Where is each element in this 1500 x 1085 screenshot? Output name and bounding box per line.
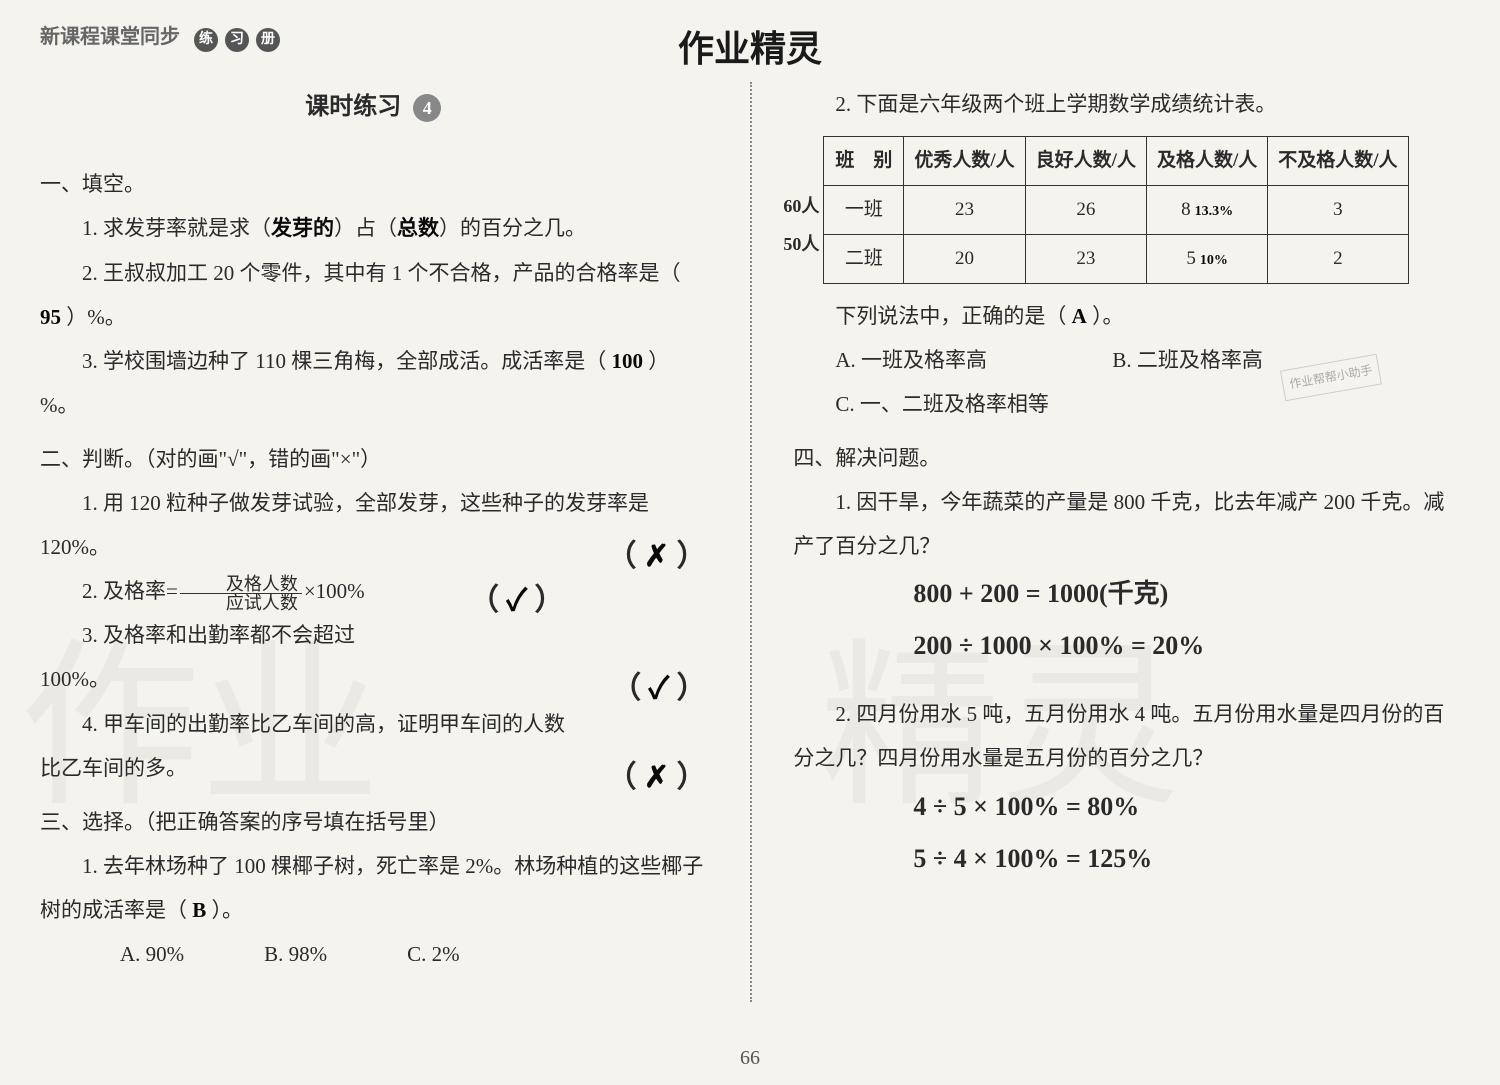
stats-table: 班 别 优秀人数/人 良好人数/人 及格人数/人 不及格人数/人 一班 23 2… <box>823 136 1408 284</box>
s1-q1-pre: 1. 求发芽率就是求（ <box>82 216 271 240</box>
column-divider <box>750 82 752 1002</box>
s4-q2: 2. 四月份用水 5 吨，五月份用水 4 吨。五月份用水量是四月份的百分之几？四… <box>793 692 1460 780</box>
s2-q2-pre: 2. 及格率= <box>82 579 178 603</box>
s1-q3-pre: 3. 学校围墙边种了 110 棵三角梅，全部成活。成活率是（ <box>82 349 606 373</box>
section-1-head: 一、填空。 <box>40 162 707 206</box>
s1-q1: 1. 求发芽率就是求（发芽的）占（总数）的百分之几。 <box>40 206 707 250</box>
th-1: 优秀人数/人 <box>904 137 1025 186</box>
r2-c2: 5 10% <box>1146 234 1267 283</box>
s2-q1-mark-val: ✗ <box>644 540 669 573</box>
s4-q2-work2: 5 ÷ 4 × 100% = 125% <box>913 833 1460 885</box>
title-circle-2: 习 <box>225 28 249 52</box>
s3-q1-opt-a: A. 90% <box>120 932 184 976</box>
s2-q2-mark: （ ✓ ） <box>427 569 565 632</box>
s4-q2-work1: 4 ÷ 5 × 100% = 80% <box>913 781 1460 833</box>
s2-q1-mark: （ ✗ ） <box>564 525 706 588</box>
s2-q3: 3. 及格率和出勤率都不会超过 100%。 （ ✓ ） <box>40 613 707 701</box>
s2-q4-mark: （ ✗ ） <box>564 746 706 809</box>
s2-q1-text: 1. 用 120 粒种子做发芽试验，全部发芽，这些种子的发芽率是 120%。 <box>40 491 649 559</box>
fraction: 及格人数应试人数 <box>180 575 302 612</box>
r1-c2-note: 13.3% <box>1195 204 1234 219</box>
content-area: 课时练习 4 一、填空。 1. 求发芽率就是求（发芽的）占（总数）的百分之几。 … <box>40 82 1460 976</box>
r2-c3: 2 <box>1268 234 1408 283</box>
s3-q1-opt-b: B. 98% <box>264 932 327 976</box>
s1-q1-ans1: 发芽的 <box>271 216 334 240</box>
s3-q2-pre: 下列说法中，正确的是（ <box>835 304 1066 328</box>
lesson-title: 课时练习 4 <box>40 82 707 132</box>
table-wrapper: 60人 50人 班 别 优秀人数/人 良好人数/人 及格人数/人 不及格人数/人… <box>793 136 1460 284</box>
s3-q2-intro: 2. 下面是六年级两个班上学期数学成绩统计表。 <box>793 82 1460 126</box>
title-circle-3: 册 <box>256 28 280 52</box>
s1-q2: 2. 王叔叔加工 20 个零件，其中有 1 个不合格，产品的合格率是（ 95 ）… <box>40 251 707 339</box>
page-header: 新课程课堂同步 练 习 册 作业精灵 <box>40 20 1460 52</box>
r2-c2-note: 10% <box>1200 253 1228 268</box>
frac-den: 应试人数 <box>180 594 302 612</box>
r1-c2: 8 13.3% <box>1146 185 1267 234</box>
s3-q2-options-c: C. 一、二班及格率相等 <box>835 382 1460 426</box>
r1-c3: 3 <box>1268 185 1408 234</box>
r1-label: 一班 <box>824 185 904 234</box>
s2-q1: 1. 用 120 粒种子做发芽试验，全部发芽，这些种子的发芽率是 120%。 （… <box>40 481 707 569</box>
r2-label: 二班 <box>824 234 904 283</box>
th-0: 班 别 <box>824 137 904 186</box>
s2-q4-mark-val: ✗ <box>644 761 669 794</box>
r1-c1: 26 <box>1025 185 1146 234</box>
table-header-row: 班 别 优秀人数/人 良好人数/人 及格人数/人 不及格人数/人 <box>824 137 1408 186</box>
s3-q1-options: A. 90% B. 98% C. 2% <box>120 932 707 976</box>
s3-q1-pre: 1. 去年林场种了 100 棵椰子树，死亡率是 2%。林场种植的这些椰子树的成活… <box>40 854 703 922</box>
page-number: 66 <box>740 1047 760 1070</box>
right-column: 2. 下面是六年级两个班上学期数学成绩统计表。 60人 50人 班 别 优秀人数… <box>793 82 1460 976</box>
r1-c0: 23 <box>904 185 1025 234</box>
s1-q3-ans: 100 <box>611 349 643 373</box>
s3-q2-opt-a: A. 一班及格率高 <box>835 348 987 372</box>
table-row1-sidenote: 60人 <box>783 188 819 226</box>
s3-q2-opt-b: B. 二班及格率高 <box>1112 348 1263 372</box>
r1-c2-val: 8 <box>1181 199 1191 220</box>
r2-c1: 23 <box>1025 234 1146 283</box>
section-4-head: 四、解决问题。 <box>793 436 1460 480</box>
s3-q1-ans: B <box>192 898 206 922</box>
book-title-text: 新课程课堂同步 <box>40 26 180 48</box>
s4-q1-work2: 200 ÷ 1000 × 100% = 20% <box>913 620 1460 672</box>
s1-q1-mid: ）占（ <box>334 216 397 240</box>
s3-q2-stem: 下列说法中，正确的是（ A ）。 <box>793 294 1460 338</box>
s3-q1-opt-c: C. 2% <box>407 932 460 976</box>
s2-q3-mark: （ ✓ ） <box>569 657 707 720</box>
s3-q2-ans: A <box>1072 304 1087 328</box>
s3-q1-post: ）。 <box>212 898 244 922</box>
s4-q1-work1: 800 + 200 = 1000(千克) <box>913 568 1460 620</box>
handwritten-title: 作业精灵 <box>678 20 822 72</box>
lesson-number-badge: 4 <box>413 94 441 122</box>
s3-q2-opt-c: C. 一、二班及格率相等 <box>835 392 1049 416</box>
th-2: 良好人数/人 <box>1025 137 1146 186</box>
s2-q3-text: 3. 及格率和出勤率都不会超过 100%。 <box>40 623 355 691</box>
s1-q1-post: ）的百分之几。 <box>439 216 586 240</box>
s2-q3-mark-val: ✓ <box>649 672 670 705</box>
s2-q2-post: ×100% <box>304 579 365 603</box>
s1-q2-post: ）%。 <box>66 305 126 329</box>
s1-q2-pre: 2. 王叔叔加工 20 个零件，其中有 1 个不合格，产品的合格率是（ <box>82 261 681 285</box>
s1-q3: 3. 学校围墙边种了 110 棵三角梅，全部成活。成活率是（ 100 ）%。 <box>40 339 707 427</box>
left-column: 课时练习 4 一、填空。 1. 求发芽率就是求（发芽的）占（总数）的百分之几。 … <box>40 82 707 976</box>
s3-q1: 1. 去年林场种了 100 棵椰子树，死亡率是 2%。林场种植的这些椰子树的成活… <box>40 844 707 932</box>
lesson-title-text: 课时练习 <box>305 94 401 120</box>
r2-c0: 20 <box>904 234 1025 283</box>
th-4: 不及格人数/人 <box>1268 137 1408 186</box>
s3-q2-post: ）。 <box>1092 304 1124 328</box>
s4-q1: 1. 因干旱，今年蔬菜的产量是 800 千克，比去年减产 200 千克。减产了百… <box>793 480 1460 568</box>
table-row2-sidenote: 50人 <box>783 226 819 264</box>
table-row-2: 二班 20 23 5 10% 2 <box>824 234 1408 283</box>
r2-c2-val: 5 <box>1186 248 1196 269</box>
s2-q2-mark-val: ✓ <box>506 584 527 617</box>
section-2-head: 二、判断。（对的画"√"，错的画"×"） <box>40 437 707 481</box>
book-title: 新课程课堂同步 练 习 册 <box>40 20 281 52</box>
s1-q1-ans2: 总数 <box>397 216 439 240</box>
title-circle-1: 练 <box>194 28 218 52</box>
s2-q4-text: 4. 甲车间的出勤率比乙车间的高，证明甲车间的人数比乙车间的多。 <box>40 712 565 780</box>
s1-q2-ans: 95 <box>40 305 61 329</box>
table-row-1: 一班 23 26 8 13.3% 3 <box>824 185 1408 234</box>
th-3: 及格人数/人 <box>1146 137 1267 186</box>
frac-num: 及格人数 <box>180 575 302 594</box>
